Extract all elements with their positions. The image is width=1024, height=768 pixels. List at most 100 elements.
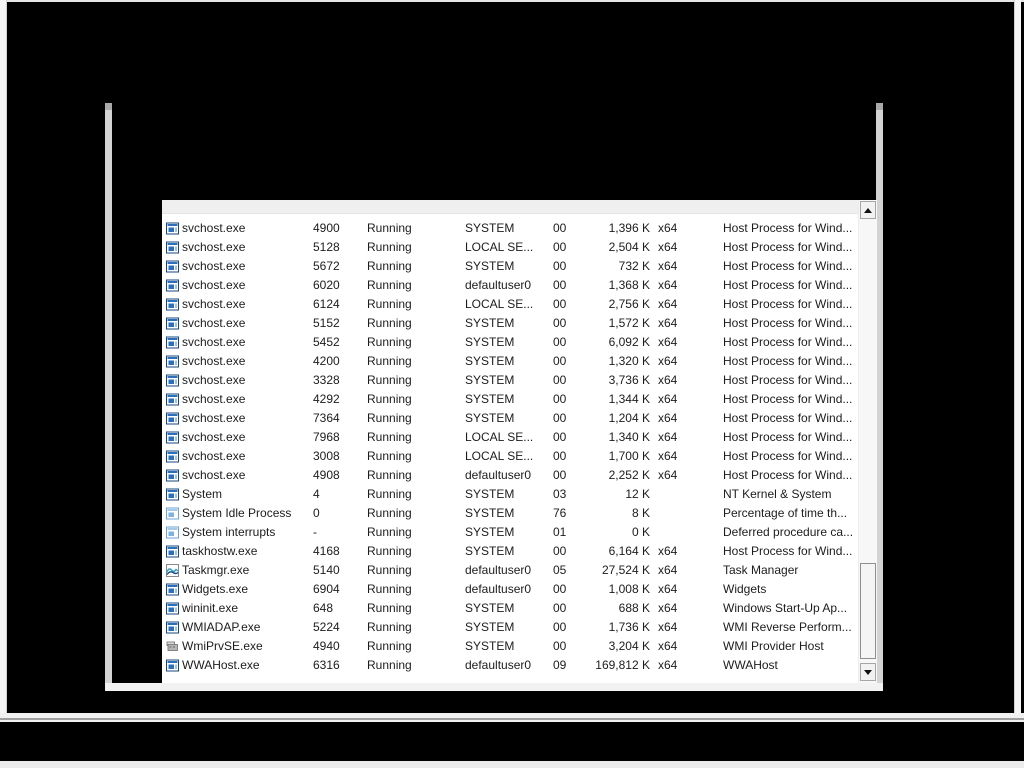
process-arch: x64: [658, 449, 678, 463]
process-memory: 732 K: [618, 259, 650, 273]
process-description: Percentage of time th...: [723, 506, 848, 520]
process-name: Widgets.exe: [182, 582, 249, 596]
process-row[interactable]: Widgets.exe 6904 Running defaultuser0 00…: [162, 580, 858, 599]
process-cpu: 00: [553, 430, 567, 444]
process-row[interactable]: System Idle Process 0 Running SYSTEM 76 …: [162, 504, 858, 523]
process-row[interactable]: wininit.exe 648 Running SYSTEM 00 688 K …: [162, 599, 858, 618]
process-row[interactable]: svchost.exe 7968 Running LOCAL SE... 00 …: [162, 428, 858, 447]
process-memory: 1,008 K: [608, 582, 650, 596]
process-arch: x64: [658, 430, 678, 444]
process-name: svchost.exe: [182, 316, 246, 330]
console-footer-band: [0, 761, 1024, 768]
process-name: svchost.exe: [182, 411, 246, 425]
process-pid: 6904: [313, 582, 340, 596]
process-row[interactable]: svchost.exe 7364 Running SYSTEM 00 1,204…: [162, 409, 858, 428]
process-arch: x64: [658, 468, 678, 482]
scroll-down-button[interactable]: [860, 663, 876, 681]
app-window-icon: [166, 336, 179, 349]
process-pid: 4900: [313, 221, 340, 235]
process-row[interactable]: svchost.exe 6020 Running defaultuser0 00…: [162, 276, 858, 295]
process-row[interactable]: svchost.exe 4908 Running defaultuser0 00…: [162, 466, 858, 485]
process-row[interactable]: svchost.exe 5152 Running SYSTEM 00 1,572…: [162, 314, 858, 333]
process-memory: 8 K: [631, 506, 650, 520]
process-name: svchost.exe: [182, 373, 246, 387]
process-user: LOCAL SE...: [465, 240, 534, 254]
process-name: svchost.exe: [182, 259, 246, 273]
process-status: Running: [367, 563, 412, 577]
process-user: defaultuser0: [465, 658, 532, 672]
process-cpu: 00: [553, 468, 567, 482]
process-user: LOCAL SE...: [465, 449, 534, 463]
process-row[interactable]: System 4 Running SYSTEM 03 12 K NT Kerne…: [162, 485, 858, 504]
process-status: Running: [367, 335, 412, 349]
process-pid: 6124: [313, 297, 340, 311]
scrollbar-thumb[interactable]: [860, 563, 876, 659]
scroll-up-button[interactable]: [860, 201, 876, 219]
app-window-icon: [166, 469, 179, 482]
process-name: WmiPrvSE.exe: [182, 639, 263, 653]
process-row[interactable]: svchost.exe 3328 Running SYSTEM 00 3,736…: [162, 371, 858, 390]
process-cpu: 03: [553, 487, 567, 501]
process-name: WMIADAP.exe: [182, 620, 261, 634]
process-arch: x64: [658, 259, 678, 273]
process-status: Running: [367, 544, 412, 558]
process-arch: x64: [658, 544, 678, 558]
app-window-icon: [166, 355, 179, 368]
process-description: Host Process for Wind...: [723, 354, 853, 368]
process-memory: 1,572 K: [608, 316, 650, 330]
process-row[interactable]: WMIADAP.exe 5224 Running SYSTEM 00 1,736…: [162, 618, 858, 637]
process-row[interactable]: svchost.exe 4900 Running SYSTEM 00 1,396…: [162, 219, 858, 238]
process-name: Taskmgr.exe: [182, 563, 250, 577]
process-name: svchost.exe: [182, 297, 246, 311]
app-window-icon: [166, 317, 179, 330]
process-description: Host Process for Wind...: [723, 335, 853, 349]
task-manager-icon: [166, 564, 179, 577]
process-row[interactable]: WWAHost.exe 6316 Running defaultuser0 09…: [162, 656, 858, 675]
process-row[interactable]: WmiPrvSE.exe 4940 Running SYSTEM 00 3,20…: [162, 637, 858, 656]
process-cpu: 00: [553, 411, 567, 425]
process-description: WMI Provider Host: [723, 639, 824, 653]
process-memory: 1,396 K: [608, 221, 650, 235]
process-pid: 4908: [313, 468, 340, 482]
process-pid: 7968: [313, 430, 340, 444]
process-row[interactable]: Taskmgr.exe 5140 Running defaultuser0 05…: [162, 561, 858, 580]
process-description: Host Process for Wind...: [723, 392, 853, 406]
app-window-icon: [166, 241, 179, 254]
process-row[interactable]: System interrupts - Running SYSTEM 01 0 …: [162, 523, 858, 542]
process-pid: 5224: [313, 620, 340, 634]
process-row[interactable]: svchost.exe 4200 Running SYSTEM 00 1,320…: [162, 352, 858, 371]
vertical-scrollbar[interactable]: [858, 200, 877, 683]
process-row[interactable]: svchost.exe 5452 Running SYSTEM 00 6,092…: [162, 333, 858, 352]
process-row[interactable]: taskhostw.exe 4168 Running SYSTEM 00 6,1…: [162, 542, 858, 561]
up-arrow-icon: [864, 207, 872, 213]
process-name: System: [182, 487, 223, 501]
process-memory: 169,812 K: [595, 658, 650, 672]
process-description: Host Process for Wind...: [723, 278, 853, 292]
process-pid: 4940: [313, 639, 340, 653]
process-user: SYSTEM: [465, 620, 515, 634]
process-row[interactable]: svchost.exe 6124 Running LOCAL SE... 00 …: [162, 295, 858, 314]
app-window-icon: [166, 298, 179, 311]
process-row[interactable]: svchost.exe 4292 Running SYSTEM 00 1,344…: [162, 390, 858, 409]
console-top-edge: [0, 0, 1024, 2]
process-user: SYSTEM: [465, 373, 515, 387]
process-pid: 7364: [313, 411, 340, 425]
process-details-list: svchost.exe 4900 Running SYSTEM 00 1,396…: [162, 200, 877, 683]
app-window-icon: [166, 431, 179, 444]
process-row[interactable]: svchost.exe 3008 Running LOCAL SE... 00 …: [162, 447, 858, 466]
process-row[interactable]: svchost.exe 5128 Running LOCAL SE... 00 …: [162, 238, 858, 257]
app-window-icon: [166, 222, 179, 235]
process-description: Widgets: [723, 582, 767, 596]
process-name: System Idle Process: [182, 506, 292, 520]
process-status: Running: [367, 297, 412, 311]
process-cpu: 05: [553, 563, 567, 577]
process-row[interactable]: svchost.exe 5672 Running SYSTEM 00 732 K…: [162, 257, 858, 276]
window-border-left-cap: [105, 103, 112, 110]
process-description: Host Process for Wind...: [723, 221, 853, 235]
process-name: WWAHost.exe: [182, 658, 260, 672]
process-status: Running: [367, 487, 412, 501]
process-name: svchost.exe: [182, 278, 246, 292]
process-memory: 1,368 K: [608, 278, 650, 292]
process-pid: 6020: [313, 278, 340, 292]
process-arch: x64: [658, 278, 678, 292]
